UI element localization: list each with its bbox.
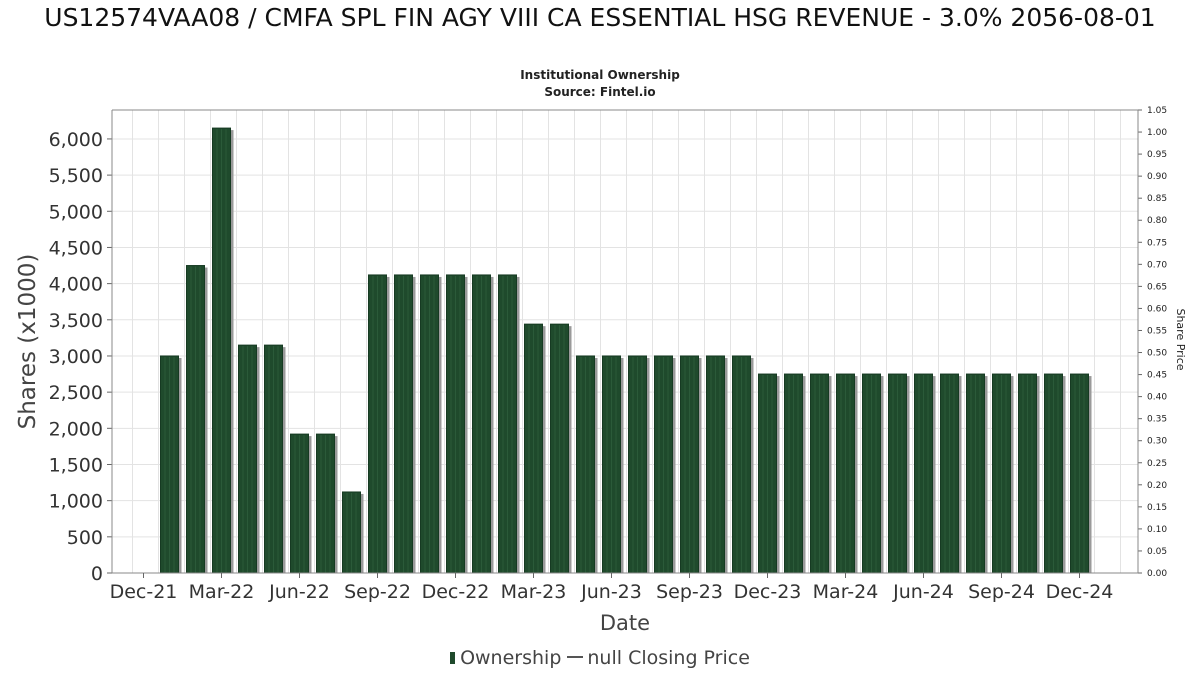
chart-subtitle: Institutional Ownership [520,68,680,82]
y2-tick-label: 0.25 [1147,459,1167,469]
x-tick-label: Dec-23 [734,581,802,603]
y-tick-label: 5,500 [49,165,103,187]
x-tick-label: Mar-24 [813,581,879,603]
y-axis-label: Shares (x1000) [15,254,41,430]
y-tick-label: 1,500 [49,454,103,476]
y2-tick-label: 0.70 [1147,260,1167,270]
legend-price-line [567,656,584,658]
x-tick-label: Sep-24 [968,581,1035,603]
x-tick-label: Sep-22 [344,581,411,603]
y2-tick-label: 0.95 [1147,150,1167,160]
x-tick-label: Mar-22 [189,581,255,603]
y-tick-label: 1,000 [49,491,103,513]
x-tick-label: Jun-23 [580,581,642,603]
x-tick-label: Jun-22 [268,581,330,603]
y2-tick-label: 0.55 [1147,326,1167,336]
y2-tick-label: 0.10 [1147,525,1167,535]
y-tick-label: 5,000 [49,201,103,223]
x-axis-label: Date [600,611,650,635]
y2-tick-label: 0.90 [1147,172,1167,182]
y2-tick-label: 0.50 [1147,349,1167,359]
chart-source: Source: Fintel.io [544,85,656,99]
chart-title: US12574VAA08 / CMFA SPL FIN AGY VIII CA … [44,3,1156,32]
y2-tick-label: 0.45 [1147,371,1167,381]
y2-tick-label: 0.35 [1147,415,1167,425]
legend-price-label: null Closing Price [587,647,750,669]
legend-ownership-swatch [450,652,456,664]
x-tick-label: Dec-24 [1046,581,1114,603]
y2-tick-label: 0.60 [1147,304,1167,314]
x-tick-label: Dec-21 [110,581,178,603]
y2-tick-label: 0.15 [1147,503,1167,513]
y2-tick-label: 0.40 [1147,393,1167,403]
y2-tick-label: 1.00 [1147,128,1167,138]
y-tick-label: 3,500 [49,310,103,332]
y-tick-label: 2,000 [49,418,103,440]
y2-tick-label: 0.80 [1147,216,1167,226]
y2-tick-label: 0.05 [1147,547,1167,557]
y-tick-label: 0 [91,563,103,585]
y-tick-label: 500 [67,527,103,549]
y2-tick-label: 0.00 [1147,569,1167,579]
y-tick-label: 3,000 [49,346,103,368]
y2-tick-label: 0.85 [1147,194,1167,204]
x-tick-label: Dec-22 [422,581,490,603]
y2-tick-label: 1.05 [1147,106,1167,116]
y-tick-label: 2,500 [49,382,103,404]
y2-tick-label: 0.30 [1147,437,1167,447]
y-tick-label: 4,500 [49,237,103,259]
x-tick-label: Jun-24 [892,581,954,603]
y2-tick-label: 0.65 [1147,282,1167,292]
y2-tick-label: 0.20 [1147,481,1167,491]
x-tick-label: Mar-23 [501,581,567,603]
legend-ownership-label: Ownership [460,647,562,669]
x-tick-label: Sep-23 [656,581,723,603]
y2-tick-label: 0.75 [1147,238,1167,248]
y-tick-label: 6,000 [49,129,103,151]
y2-axis-label: Share Price [1174,308,1187,370]
y-tick-label: 4,000 [49,274,103,296]
chart-legend: Ownership null Closing Price [0,647,1200,669]
